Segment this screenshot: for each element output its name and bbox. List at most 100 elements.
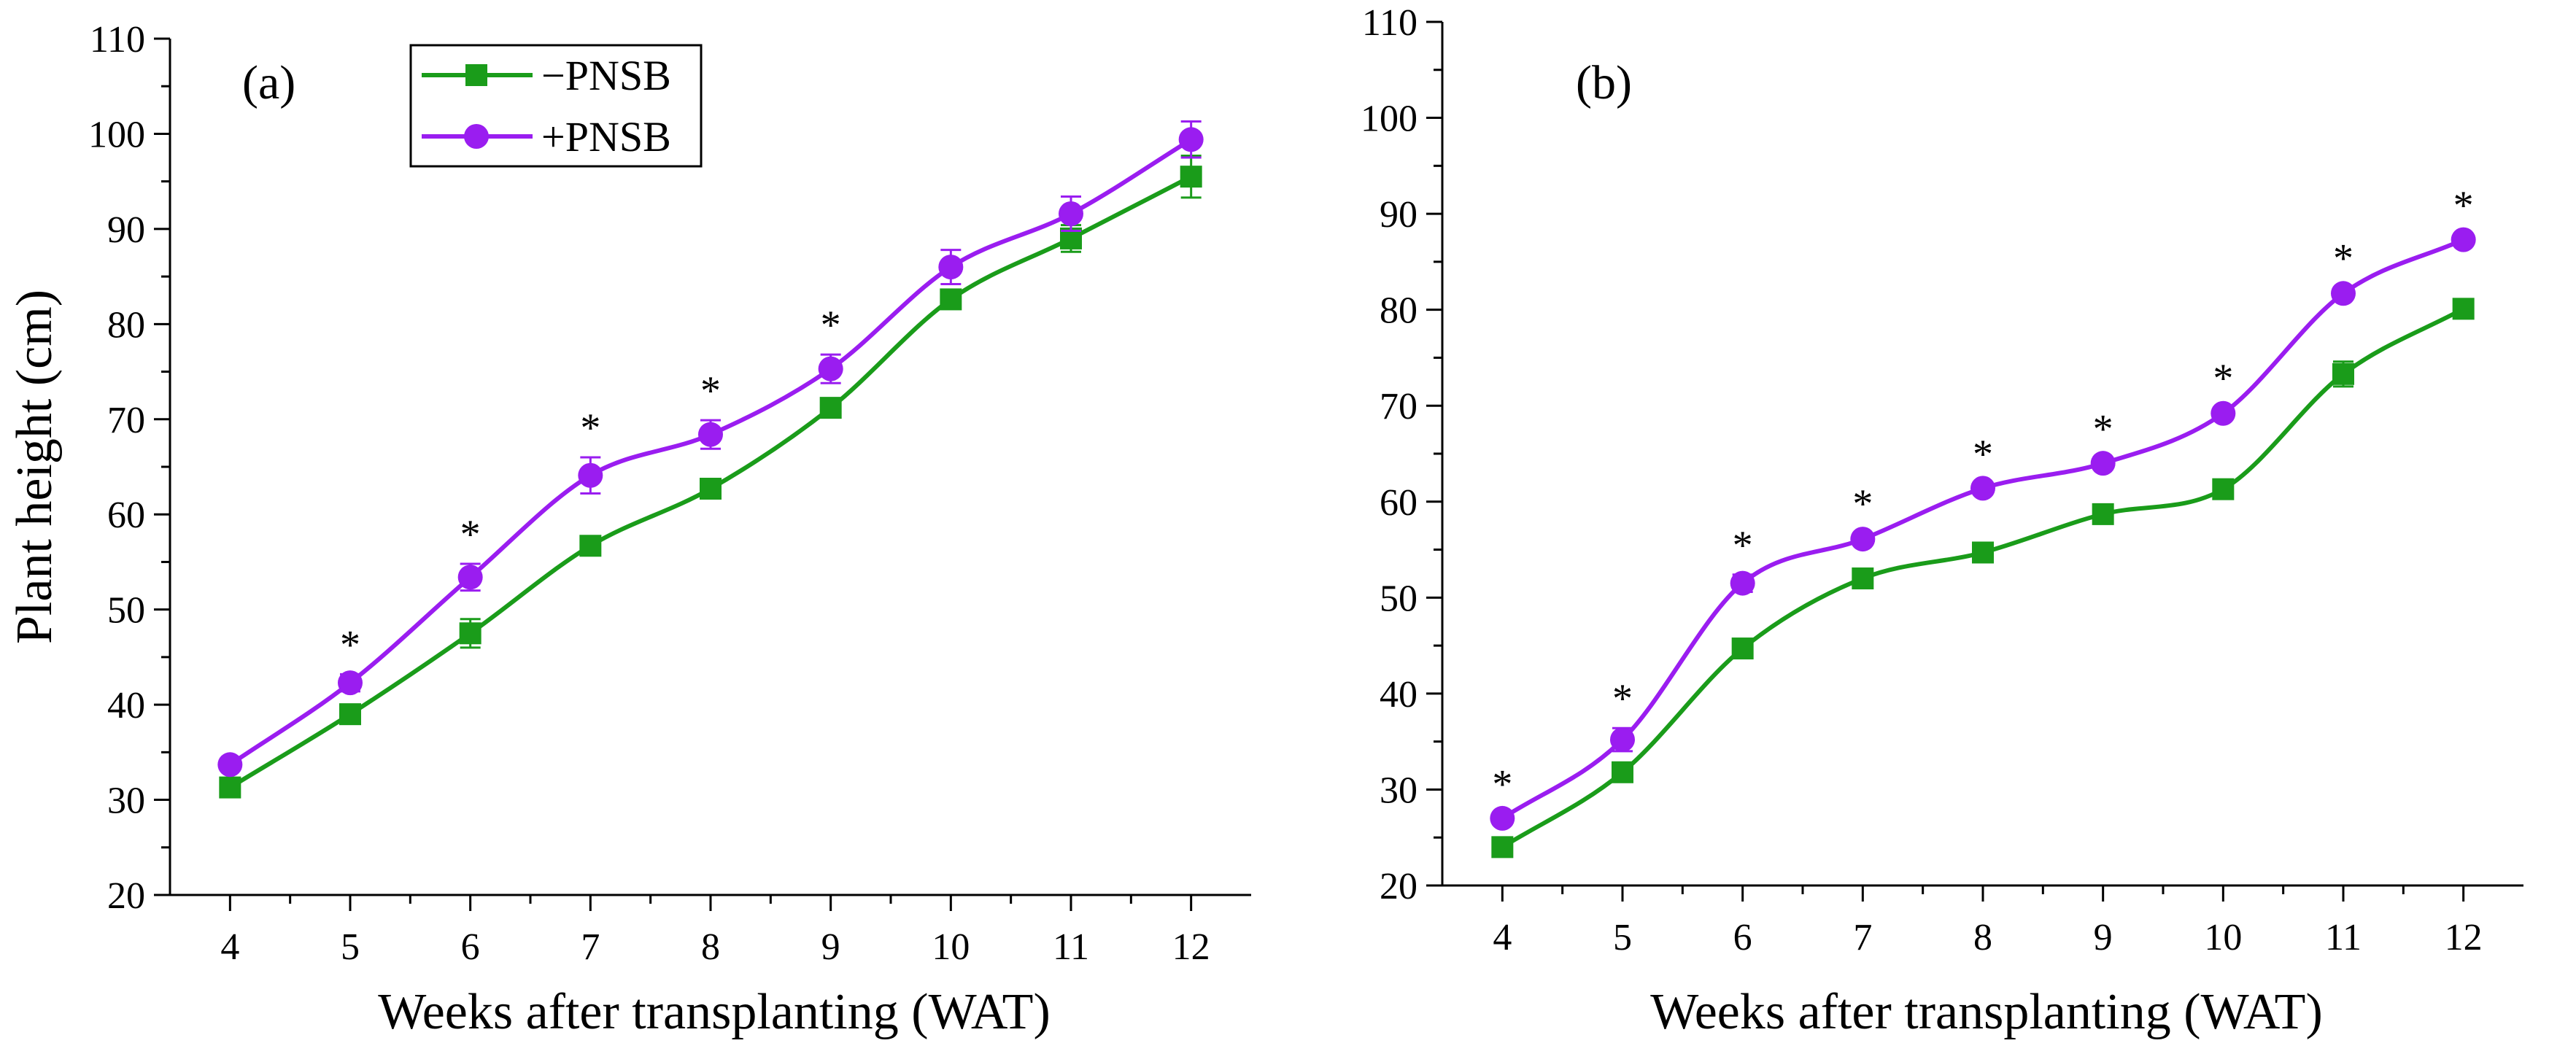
data-point xyxy=(578,462,603,488)
legend-swatch-marker xyxy=(465,64,487,86)
legend-box xyxy=(409,44,703,168)
data-point xyxy=(579,535,602,557)
significance-marker: * xyxy=(460,512,481,557)
data-point xyxy=(339,703,361,726)
y-tick-label: 30 xyxy=(1380,770,1417,811)
x-tick-label: 9 xyxy=(821,926,840,968)
data-point xyxy=(1610,727,1635,753)
series-minus-pnsb xyxy=(219,154,1202,799)
data-point xyxy=(1730,570,1755,596)
data-point xyxy=(1850,527,1876,552)
significance-marker: * xyxy=(2093,407,2113,452)
data-point xyxy=(2451,227,2476,252)
y-tick-label: 90 xyxy=(107,209,145,251)
data-point xyxy=(338,670,363,696)
data-point xyxy=(698,422,723,447)
y-tick-label: 100 xyxy=(1361,98,1417,140)
x-tick-label: 10 xyxy=(2204,917,2242,958)
y-tick-label: 50 xyxy=(1380,578,1417,619)
significance-marker: * xyxy=(1612,676,1633,721)
x-tick-label: 12 xyxy=(2445,917,2483,958)
legend-swatch-marker xyxy=(464,124,489,149)
x-tick-label: 12 xyxy=(1172,926,1210,968)
data-point xyxy=(1059,201,1083,227)
x-tick-label: 5 xyxy=(1613,917,1632,958)
significance-marker: * xyxy=(2453,183,2474,228)
x-tick-label: 9 xyxy=(2094,917,2113,958)
significance-marker: * xyxy=(1733,523,1753,568)
significance-marker: * xyxy=(1492,761,1512,807)
y-tick-label: 60 xyxy=(107,495,145,536)
significance-marker: * xyxy=(2213,356,2233,401)
y-tick-label: 80 xyxy=(1380,290,1417,332)
x-tick-label: 11 xyxy=(2325,917,2362,958)
data-point xyxy=(1731,637,1754,660)
y-tick-label: 70 xyxy=(107,400,145,441)
y-tick-label: 40 xyxy=(107,685,145,726)
data-point xyxy=(700,478,722,500)
legend-label: +PNSB xyxy=(541,113,671,160)
y-tick-label: 20 xyxy=(107,875,145,917)
x-tick-label: 5 xyxy=(341,926,360,968)
panel-b: 20 30 40 50 60 70 80 90 100 110 4 5 6 7 8 9 10 11 12 Weeks … xyxy=(1361,2,2523,1040)
y-tick-label: 90 xyxy=(1380,194,1417,236)
data-point xyxy=(819,397,842,419)
significance-marker: * xyxy=(2333,236,2353,281)
data-point xyxy=(2331,281,2356,306)
data-point xyxy=(457,565,483,590)
x-tick-label: 11 xyxy=(1053,926,1089,968)
y-tick-label: 80 xyxy=(107,304,145,346)
data-point xyxy=(219,776,241,799)
y-tick-label: 40 xyxy=(1380,674,1417,716)
significance-marker: * xyxy=(821,303,841,348)
data-point xyxy=(1178,127,1204,152)
significance-marker: * xyxy=(1973,432,1993,477)
y-tick-label: 110 xyxy=(90,19,145,61)
data-point xyxy=(1490,805,1515,831)
x-tick-label: 6 xyxy=(461,926,480,968)
x-tick-label: 7 xyxy=(1853,917,1872,958)
x-tick-label: 4 xyxy=(220,926,239,968)
data-point xyxy=(459,622,481,645)
data-point xyxy=(940,288,962,311)
y-tick-label: 110 xyxy=(1362,2,1417,44)
data-point xyxy=(1491,836,1514,858)
data-point xyxy=(217,752,243,778)
series-plus-pnsb xyxy=(217,120,1204,778)
x-tick-label: 4 xyxy=(1493,917,1512,958)
data-point xyxy=(2092,503,2114,525)
data-point xyxy=(1972,541,1994,564)
series-plus-pnsb xyxy=(1490,227,2476,831)
y-tick-label: 100 xyxy=(88,114,145,155)
y-tick-label: 20 xyxy=(1380,866,1417,907)
significance-marker: * xyxy=(580,406,600,451)
panel-a: 20 30 40 50 60 70 80 90 100 110 4 5 6 7 8 9 10 11 12 Weeks … xyxy=(7,19,1251,1040)
data-point xyxy=(1852,567,1874,590)
x-tick-label: 8 xyxy=(1973,917,1992,958)
y-axis-title: Plant height (cm) xyxy=(7,290,63,644)
y-tick-label: 30 xyxy=(107,780,145,822)
y-tick-label: 60 xyxy=(1380,482,1417,524)
x-tick-label: 7 xyxy=(581,926,600,968)
series-line xyxy=(1501,237,2464,821)
data-point xyxy=(2212,478,2235,500)
x-tick-label: 6 xyxy=(1733,917,1752,958)
significance-marker: * xyxy=(340,622,360,667)
legend: −PNSB +PNSB xyxy=(409,44,703,168)
panel-label: (a) xyxy=(242,56,295,109)
significance-marker: * xyxy=(1852,481,1873,527)
panel-label: (b) xyxy=(1576,56,1632,109)
data-point xyxy=(2452,298,2475,320)
series-minus-pnsb xyxy=(1491,298,2475,858)
data-point xyxy=(1180,166,1202,188)
series-line xyxy=(228,137,1193,767)
data-point xyxy=(1612,761,1633,783)
significance-marker: * xyxy=(700,368,721,414)
data-point xyxy=(2211,400,2236,426)
series-line xyxy=(1501,306,2465,849)
y-tick-label: 70 xyxy=(1380,386,1417,427)
data-point xyxy=(2090,451,2116,476)
data-point xyxy=(1970,476,1995,501)
